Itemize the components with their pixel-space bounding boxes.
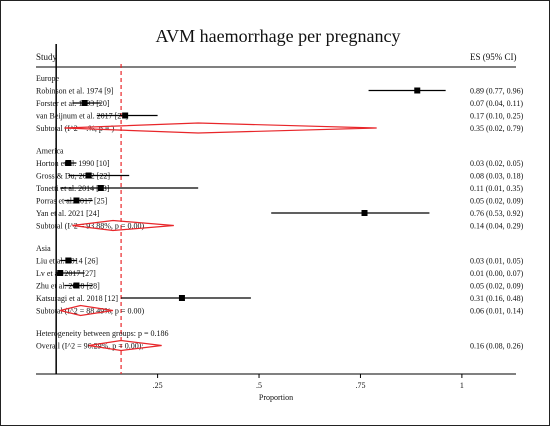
subtotal-label: Subtotal (I^2 = 93.88%, p = 0.00) — [36, 222, 144, 231]
x-axis-label: Proportion — [259, 393, 293, 402]
es-header: ES (95% CI) — [470, 52, 517, 62]
group-label: America — [36, 147, 64, 156]
x-tick-label: .75 — [355, 381, 365, 390]
study-label: van Beijnum et al. 2017 [21] — [36, 112, 128, 121]
study-marker — [414, 87, 421, 94]
study-estimate-text: 0.89 (0.77, 0.96) — [470, 87, 524, 96]
study-marker — [73, 197, 80, 204]
study-estimate-text: 0.05 (0.02, 0.09) — [470, 197, 524, 206]
study-marker — [97, 185, 104, 191]
study-estimate-text: 0.31 (0.16, 0.48) — [470, 294, 524, 303]
subtotal-label: Subtotal (I^2 = 88.49%, p = 0.00) — [36, 307, 144, 316]
study-label: Katsuragi et al. 2018 [12] — [36, 294, 118, 303]
study-estimate-text: 0.11 (0.01, 0.35) — [470, 184, 523, 193]
study-header: Study — [36, 52, 58, 62]
study-marker — [57, 270, 64, 276]
overall-diamond — [88, 339, 162, 352]
study-marker — [85, 172, 92, 179]
study-marker — [178, 295, 185, 301]
subtotal-estimate-text: 0.35 (0.02, 0.79) — [470, 124, 524, 133]
chart-title: AVM haemorrhage per pregnancy — [155, 26, 400, 46]
study-estimate-text: 0.07 (0.04, 0.11) — [470, 99, 523, 108]
group-label: Europe — [36, 74, 60, 83]
heterogeneity-label: Heterogeneity between groups: p = 0.186 — [36, 329, 168, 338]
subtotal-diamond — [64, 122, 377, 134]
study-estimate-text: 0.17 (0.10, 0.25) — [470, 112, 524, 121]
subtotal-diamond — [72, 219, 174, 232]
study-marker — [65, 257, 72, 264]
study-marker — [73, 282, 80, 289]
overall-estimate-text: 0.16 (0.08, 0.26) — [470, 342, 524, 351]
study-estimate-text: 0.01 (0.00, 0.07) — [470, 269, 524, 278]
study-label: Robinson et al. 1974 [9] — [36, 87, 114, 96]
study-estimate-text: 0.03 (0.01, 0.05) — [470, 257, 524, 266]
x-tick-label: .5 — [256, 381, 262, 390]
study-marker — [361, 210, 368, 216]
plot-body: Europe Robinson et al. 1974 [9] 0.89 (0.77… — [36, 44, 524, 390]
study-marker — [81, 100, 88, 106]
study-estimate-text: 0.76 (0.53, 0.92) — [470, 209, 524, 218]
subtotal-diamond — [60, 304, 114, 317]
study-estimate-text: 0.05 (0.02, 0.09) — [470, 282, 524, 291]
subtotal-estimate-text: 0.14 (0.04, 0.29) — [470, 222, 524, 231]
subtotal-estimate-text: 0.06 (0.01, 0.14) — [470, 307, 524, 316]
x-tick-label: .25 — [153, 381, 163, 390]
group-label: Asia — [36, 244, 51, 253]
study-estimate-text: 0.08 (0.03, 0.18) — [470, 172, 524, 181]
study-label: Yan et al. 2021 [24] — [36, 209, 100, 218]
study-marker — [65, 160, 72, 166]
study-estimate-text: 0.03 (0.02, 0.05) — [470, 159, 524, 168]
study-marker — [122, 112, 129, 119]
x-tick-label: 1 — [460, 381, 464, 390]
